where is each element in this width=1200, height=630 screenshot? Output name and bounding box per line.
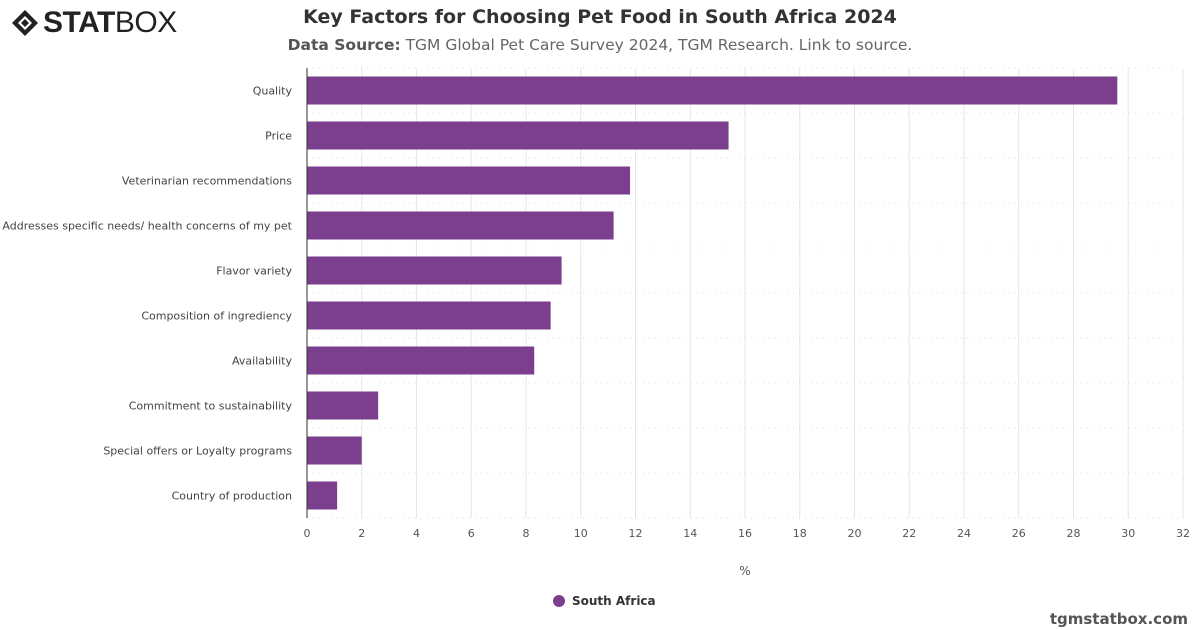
category-label: Availability [232, 355, 292, 368]
category-label: Quality [253, 85, 293, 98]
logo-bold: STAT [43, 6, 115, 39]
category-label: Special offers or Loyalty programs [103, 445, 292, 458]
x-tick-label: 4 [413, 527, 420, 540]
x-tick-label: 30 [1121, 527, 1135, 540]
diamond-logo-icon [12, 10, 38, 36]
category-label: Veterinarian recommendations [122, 175, 292, 188]
category-label: Commitment to sustainability [129, 400, 293, 413]
credit: tgmstatbox.com [1049, 610, 1188, 628]
x-tick-label: 2 [358, 527, 365, 540]
legend-marker [553, 595, 565, 607]
x-tick-label: 24 [957, 527, 971, 540]
x-tick-label: 20 [848, 527, 862, 540]
category-label: Flavor variety [216, 265, 292, 278]
x-tick-label: 14 [683, 527, 697, 540]
category-label: Country of production [172, 490, 292, 503]
x-tick-label: 6 [468, 527, 475, 540]
bar [307, 166, 631, 195]
x-tick-label: 22 [902, 527, 916, 540]
bar [307, 481, 338, 510]
bar [307, 436, 362, 465]
x-tick-label: 12 [629, 527, 643, 540]
legend-label: South Africa [572, 594, 656, 608]
x-tick-label: 28 [1067, 527, 1081, 540]
x-tick-label: 8 [523, 527, 530, 540]
x-tick-label: 10 [574, 527, 588, 540]
bar [307, 256, 562, 285]
x-tick-label: 0 [304, 527, 311, 540]
statbox-logo: STATBOX [10, 6, 177, 40]
chart-title: Key Factors for Choosing Pet Food in Sou… [303, 6, 897, 28]
subtitle-label: Data Source: [287, 36, 401, 54]
bar [307, 76, 1118, 105]
category-label: Addresses specific needs/ health concern… [2, 220, 292, 233]
bar [307, 301, 551, 330]
x-tick-label: 32 [1176, 527, 1190, 540]
bar [307, 121, 729, 150]
x-tick-label: 18 [793, 527, 807, 540]
chart-subtitle[interactable]: Data Source: TGM Global Pet Care Survey … [0, 36, 1200, 54]
x-tick-label: 16 [738, 527, 752, 540]
source-link[interactable]: TGM Global Pet Care Survey 2024, TGM Res… [400, 36, 913, 54]
category-label: Composition of ingrediency [141, 310, 292, 323]
bar [307, 211, 614, 240]
x-axis-label: % [739, 564, 750, 578]
legend-item[interactable]: South Africa [553, 594, 656, 608]
category-label: Price [265, 130, 292, 143]
bar [307, 391, 379, 420]
bar [307, 346, 535, 375]
logo-light: BOX [114, 6, 177, 39]
x-tick-label: 26 [1012, 527, 1026, 540]
